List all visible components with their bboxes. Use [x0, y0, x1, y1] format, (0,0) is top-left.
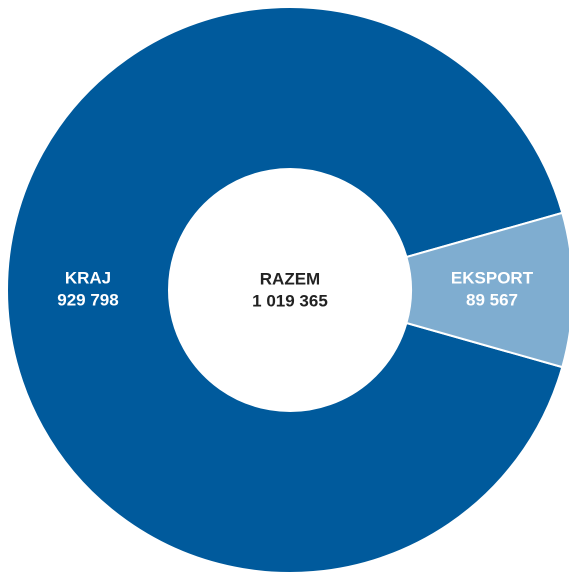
center-total: 1 019 365 [252, 291, 328, 310]
slice [5, 6, 564, 574]
slice [405, 211, 569, 369]
slice-value: 929 798 [57, 290, 118, 309]
slice-value: 89 567 [466, 290, 518, 309]
slice-name: KRAJ [65, 268, 111, 287]
center-title: RAZEM [260, 269, 320, 288]
slice-name: EKSPORT [451, 268, 534, 287]
slices [5, 6, 569, 574]
